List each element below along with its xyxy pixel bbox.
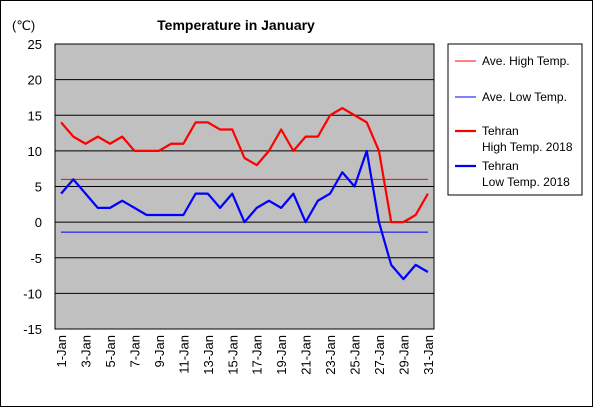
- x-tick-label: 1-Jan: [54, 335, 69, 368]
- x-tick-label: 21-Jan: [299, 335, 314, 375]
- y-tick-label: -10: [23, 286, 42, 301]
- legend-label: High Temp. 2018: [482, 140, 573, 154]
- x-tick-label: 11-Jan: [176, 335, 191, 374]
- y-tick-label: 10: [28, 144, 42, 159]
- x-tick-label: 29-Jan: [396, 335, 411, 375]
- series-line: [60, 149, 429, 281]
- x-tick-label: 23-Jan: [323, 335, 338, 375]
- x-tick-label: 9-Jan: [152, 335, 167, 368]
- x-tick-label: 27-Jan: [372, 335, 387, 375]
- legend-label: Low Temp. 2018: [482, 175, 570, 189]
- y-tick-label: 5: [35, 180, 42, 195]
- y-tick-label: 25: [28, 37, 42, 52]
- y-tick-label: -5: [30, 251, 42, 266]
- y-tick-label: 20: [28, 73, 42, 88]
- legend-label: Tehran: [482, 159, 519, 173]
- x-tick-label: 13-Jan: [201, 335, 216, 375]
- x-tick-label: 31-Jan: [421, 335, 436, 375]
- x-tick-labels: 1-Jan 3-Jan 5-Jan 7-Jan 9-Jan 11-Jan 13-Jan 15-…: [54, 335, 436, 375]
- legend: Ave. High Temp. Ave. Low Temp. Tehran High …: [455, 54, 573, 189]
- y-tick-label: 0: [35, 215, 42, 230]
- y-tick-labels: 25 20 15 10 5 0 -5 -10 -15: [23, 37, 42, 337]
- x-tick-label: 15-Jan: [225, 335, 240, 375]
- chart-title: Temperature in January: [157, 17, 315, 33]
- legend-label: Tehran: [482, 124, 519, 138]
- unit-label: (℃): [12, 18, 35, 33]
- x-tick-label: 5-Jan: [103, 335, 118, 368]
- legend-label: Ave. High Temp.: [482, 54, 570, 68]
- x-tick-label: 17-Jan: [250, 335, 265, 375]
- series-lines: [60, 107, 429, 281]
- y-tick-label: 15: [28, 108, 42, 123]
- legend-label: Ave. Low Temp.: [482, 90, 567, 104]
- x-tick-label: 19-Jan: [274, 335, 289, 375]
- y-tick-label: -15: [23, 322, 42, 337]
- x-tick-label: 3-Jan: [79, 335, 94, 368]
- series-line: [60, 107, 429, 224]
- legend-box: [447, 43, 583, 196]
- x-tick-label: 7-Jan: [127, 335, 142, 368]
- x-tick-label: 25-Jan: [348, 335, 363, 375]
